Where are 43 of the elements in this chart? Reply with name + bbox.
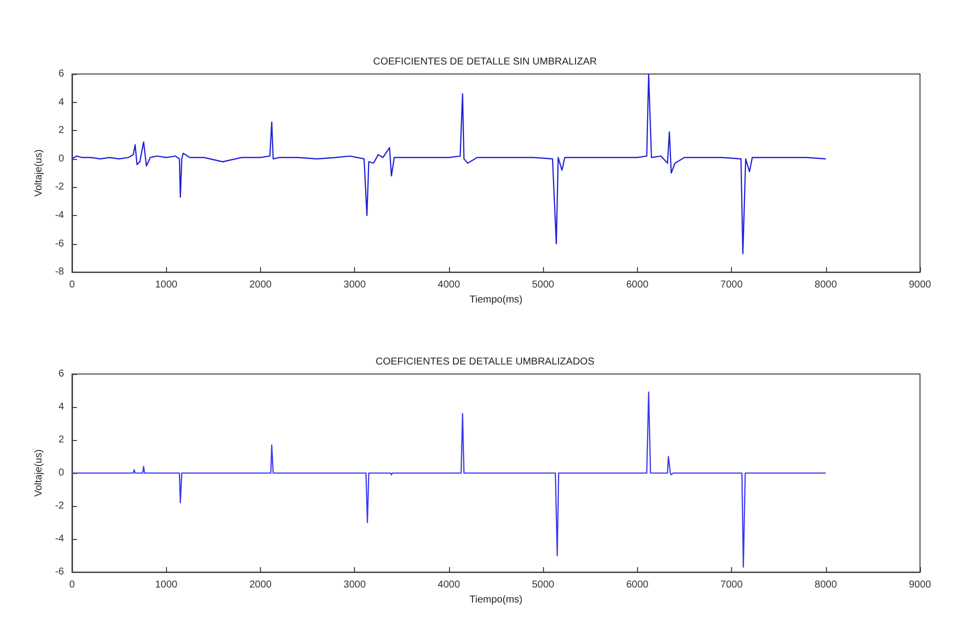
x-tick-label: 8000 (814, 280, 838, 291)
x-tick-label: 9000 (908, 280, 932, 291)
y-tick-label: 6 (58, 368, 64, 380)
x-tick-label: 3000 (344, 280, 366, 291)
x-tick-label: 4000 (438, 280, 460, 291)
x-tick-label: 9000 (908, 580, 932, 591)
y-tick-label: 2 (58, 434, 64, 446)
chart-title: COEFICIENTES DE DETALLE SIN UMBRALIZAR (373, 56, 597, 68)
x-tick-label: 7000 (720, 580, 744, 591)
y-tick-label: -2 (55, 182, 64, 193)
chart-title: COEFICIENTES DE DETALLE UMBRALIZADOS (376, 356, 595, 368)
x-tick-label: 7000 (720, 280, 744, 291)
x-tick-label: 1000 (155, 580, 178, 591)
y-tick-label: 0 (58, 153, 64, 164)
x-tick-label: 6000 (626, 280, 649, 291)
x-tick-label: 5000 (532, 280, 555, 291)
y-tick-label: -4 (55, 534, 64, 545)
y-tick-label: -4 (55, 210, 64, 221)
x-tick-label: 2000 (249, 580, 272, 591)
x-tick-label: 1000 (155, 280, 178, 291)
y-tick-label: -6 (55, 566, 64, 578)
x-axis-title: Tiempo(ms) (470, 294, 522, 306)
x-tick-label: 4000 (438, 580, 460, 591)
y-tick-label: 4 (58, 96, 64, 108)
y-tick-label: 0 (58, 468, 64, 479)
x-tick-label: 6000 (626, 580, 649, 591)
x-tick-label: 0 (69, 280, 76, 291)
y-tick-label: 6 (58, 68, 64, 80)
y-axis-title: Voltaje(us) (34, 149, 45, 197)
line-series (71, 73, 826, 254)
x-tick-label: 0 (69, 580, 76, 591)
y-tick-label: -6 (55, 238, 64, 250)
x-tick-label: 8000 (814, 580, 838, 591)
line-series (71, 392, 826, 568)
y-tick-label: -2 (55, 500, 64, 512)
y-tick-label: 4 (58, 402, 64, 413)
y-axis-title: Voltaje(us) (34, 449, 45, 497)
x-tick-label: 2000 (249, 280, 272, 291)
x-tick-label: 5000 (532, 580, 555, 591)
y-tick-label: 2 (58, 125, 64, 136)
x-tick-label: 3000 (344, 580, 366, 591)
x-axis-title: Tiempo(ms) (470, 594, 522, 606)
y-tick-label: -8 (55, 266, 64, 278)
